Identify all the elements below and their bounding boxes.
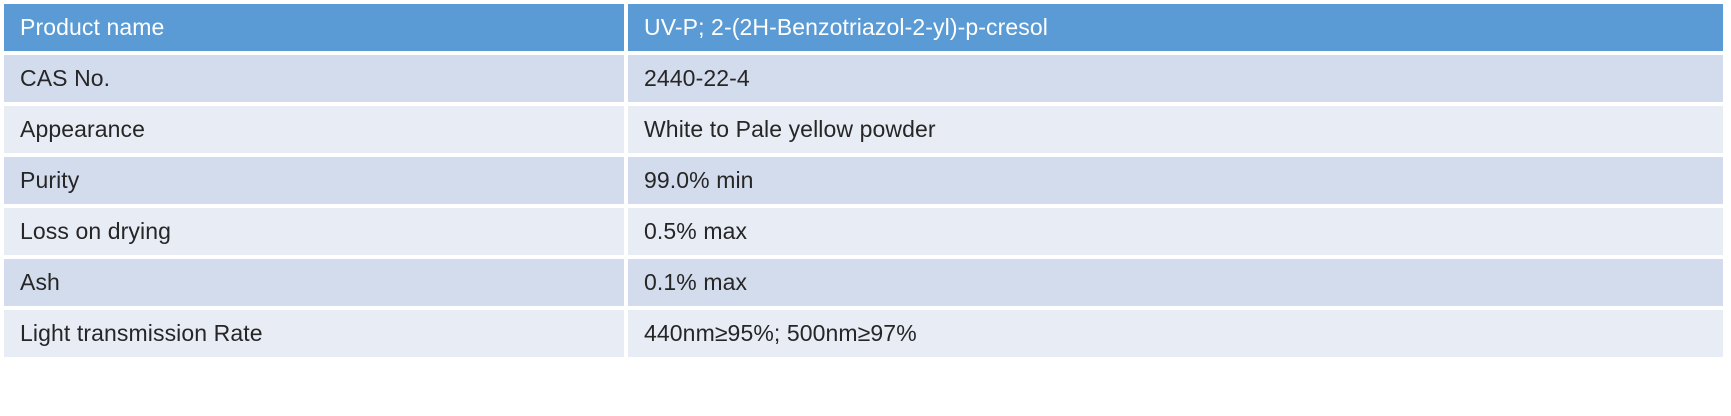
table-body: CAS No. 2440-22-4 Appearance White to Pa… [4, 55, 1723, 357]
row-value-loss-on-drying: 0.5% max [628, 208, 1723, 255]
header-label-cell: Product name [4, 4, 624, 51]
row-label-appearance: Appearance [4, 106, 624, 153]
row-label-purity: Purity [4, 157, 624, 204]
table-row: Light transmission Rate 440nm≥95%; 500nm… [4, 310, 1723, 357]
table-row: Purity 99.0% min [4, 157, 1723, 204]
row-value-cas-no: 2440-22-4 [628, 55, 1723, 102]
row-label-light-transmission-rate: Light transmission Rate [4, 310, 624, 357]
row-value-purity: 99.0% min [628, 157, 1723, 204]
table-header-row: Product name UV-P; 2-(2H-Benzotriazol-2-… [4, 4, 1723, 51]
row-label-loss-on-drying: Loss on drying [4, 208, 624, 255]
table-row: Appearance White to Pale yellow powder [4, 106, 1723, 153]
header-value-cell: UV-P; 2-(2H-Benzotriazol-2-yl)-p-cresol [628, 4, 1723, 51]
table-row: CAS No. 2440-22-4 [4, 55, 1723, 102]
product-specification-table: Product name UV-P; 2-(2H-Benzotriazol-2-… [4, 4, 1723, 357]
row-value-light-transmission-rate: 440nm≥95%; 500nm≥97% [628, 310, 1723, 357]
row-label-cas-no: CAS No. [4, 55, 624, 102]
table-row: Ash 0.1% max [4, 259, 1723, 306]
table-row: Loss on drying 0.5% max [4, 208, 1723, 255]
row-label-ash: Ash [4, 259, 624, 306]
row-value-ash: 0.1% max [628, 259, 1723, 306]
row-value-appearance: White to Pale yellow powder [628, 106, 1723, 153]
